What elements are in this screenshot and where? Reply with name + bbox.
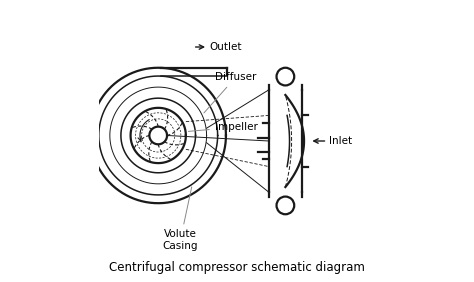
- Text: Centrifugal compressor schematic diagram: Centrifugal compressor schematic diagram: [109, 261, 365, 274]
- Text: Outlet: Outlet: [210, 42, 242, 52]
- Text: Inlet: Inlet: [329, 136, 352, 146]
- Text: Volute
Casing: Volute Casing: [163, 187, 198, 251]
- Text: Impeller: Impeller: [188, 122, 258, 132]
- Text: Diffuser: Diffuser: [204, 72, 256, 113]
